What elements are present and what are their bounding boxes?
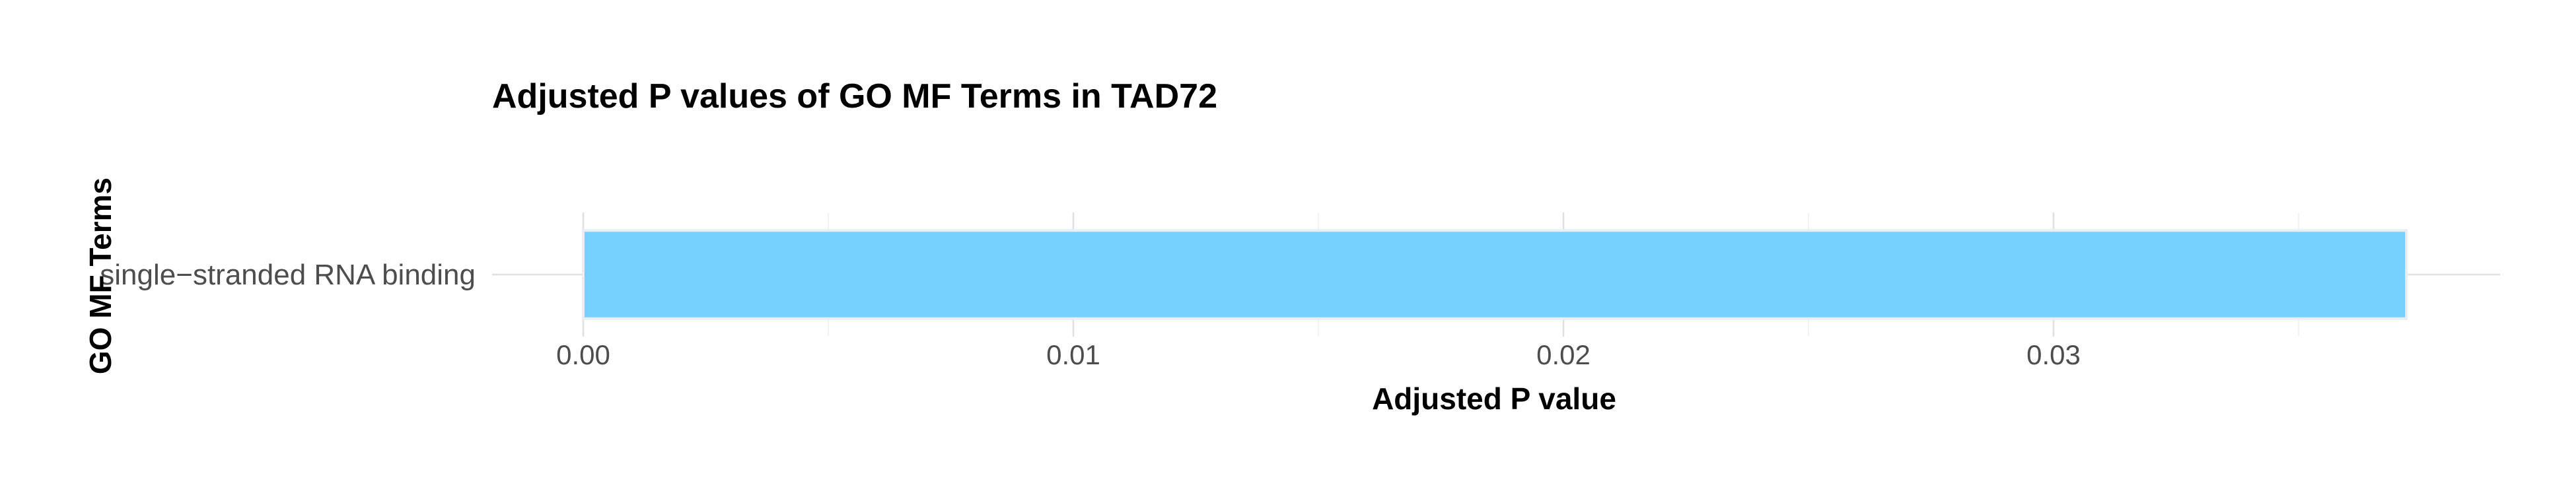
- x-axis-ticks: 0.00 0.01 0.02 0.03: [556, 339, 2081, 370]
- y-axis-categories: single−stranded RNA binding: [100, 259, 476, 291]
- bar: [582, 229, 2408, 320]
- x-tick-label: 0.03: [2026, 339, 2081, 370]
- x-axis-title: Adjusted P value: [1372, 381, 1616, 416]
- bars: [582, 229, 2408, 320]
- x-tick-label: 0.01: [1046, 339, 1100, 370]
- y-category-label: single−stranded RNA binding: [100, 259, 476, 291]
- x-tick-label: 0.02: [1536, 339, 1591, 370]
- chart-title: Adjusted P values of GO MF Terms in TAD7…: [492, 77, 1217, 116]
- x-tick-label: 0.00: [556, 339, 610, 370]
- y-axis-title: GO MF Terms: [83, 178, 118, 374]
